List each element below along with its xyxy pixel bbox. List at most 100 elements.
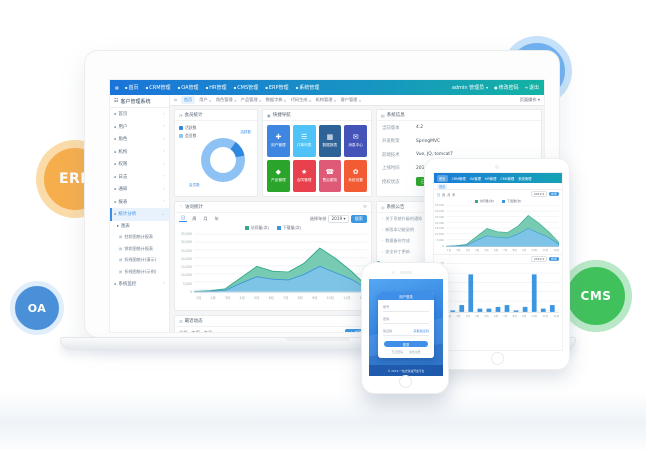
donut-legend: 活跃数 会员数: [179, 125, 196, 139]
sidebar-subitem[interactable]: ▤ 折线图统计(演示): [119, 257, 157, 263]
topnav-item[interactable]: ▪ HR管理: [205, 85, 227, 91]
topnav-item[interactable]: ▪ ERP管理: [265, 85, 289, 91]
close-icon[interactable]: ×: [208, 97, 212, 103]
captcha-field[interactable]: 验证码 获取验证码: [383, 328, 429, 336]
login-button[interactable]: 登录: [384, 341, 428, 347]
filter-week[interactable]: 本周: [191, 330, 200, 333]
tab[interactable]: 角色管理 ×: [215, 97, 237, 103]
topnav-item[interactable]: CRM管理: [451, 176, 466, 181]
topnav-item[interactable]: ▪ OA管理: [177, 85, 199, 91]
chevron-right-icon: ›: [163, 124, 165, 130]
refresh-icon[interactable]: ⟳: [363, 204, 367, 210]
login-link[interactable]: 忘记密码: [391, 350, 403, 354]
home-icon[interactable]: ⌂: [174, 97, 177, 103]
shortcut-tile[interactable]: ✚ 用户管理: [267, 125, 290, 157]
get-captcha-link[interactable]: 获取验证码: [413, 329, 429, 333]
user-menu[interactable]: admin 管理员 ▾: [451, 85, 489, 91]
page-actions-menu[interactable]: 页面操作 ▾: [519, 97, 540, 102]
range-tab-day[interactable]: 日: [179, 215, 188, 222]
tab[interactable]: 用户 ×: [199, 97, 212, 103]
close-icon[interactable]: ×: [258, 97, 262, 103]
x-tick: 10月: [326, 296, 334, 300]
shortcut-tile[interactable]: ✿ 系统设置: [344, 160, 367, 192]
bullet-icon: ·: [382, 249, 384, 254]
tab[interactable]: 机构管理 ×: [315, 97, 337, 103]
close-icon[interactable]: ×: [283, 97, 287, 103]
shortcut-tile[interactable]: ▦ 数据报表: [318, 125, 342, 157]
close-icon[interactable]: ×: [233, 97, 237, 103]
range-tab-week[interactable]: 周: [192, 215, 197, 221]
sidebar-item[interactable]: ▪ 日志 ›: [114, 174, 165, 180]
x-tick: 1月: [447, 315, 452, 318]
sidebar-subitem[interactable]: ▤ 柱状图统计报表: [119, 234, 153, 240]
notice-item[interactable]: · 数据备份完成: [382, 237, 410, 244]
sidebar-item-last[interactable]: ▪ 系统监控 ›: [114, 281, 165, 287]
close-icon[interactable]: ×: [358, 97, 362, 103]
topnav-item[interactable]: HR管理: [485, 176, 497, 181]
topnav-item[interactable]: CMS管理: [500, 176, 515, 181]
close-icon[interactable]: ×: [333, 97, 337, 103]
shortcut-tile[interactable]: ☰ 订单列表: [292, 125, 316, 157]
change-password-button[interactable]: ● 修改密码: [494, 85, 519, 91]
sidebar-subitem[interactable]: ▤ 饼状图统计报表: [119, 245, 153, 251]
tab[interactable]: 客户管理 ×: [340, 97, 362, 103]
topnav-item[interactable]: ▪ CRM管理: [145, 85, 171, 91]
range-tab-month[interactable]: 月: [203, 215, 208, 221]
topnav-item[interactable]: ▪ 系统管理: [295, 85, 320, 91]
range-tab-week[interactable]: 周: [442, 192, 446, 197]
range-tab-month[interactable]: 月: [447, 192, 451, 197]
sidebar-item[interactable]: ▪ 用户 ›: [114, 124, 165, 130]
sidebar-item[interactable]: ▪ 权限 ›: [114, 161, 165, 168]
logout-button[interactable]: ➜ 退出: [524, 85, 539, 91]
notice-item[interactable]: · 新版本功能说明: [382, 226, 414, 233]
search-button[interactable]: 搜索: [350, 214, 367, 223]
menu-item-icon: ▪: [114, 212, 117, 217]
tab[interactable]: 产品管理 ×: [240, 97, 262, 103]
year-select[interactable]: 2019 ▾: [530, 191, 547, 197]
search-button[interactable]: 搜索: [548, 192, 559, 196]
topnav-item[interactable]: 系统管理: [518, 176, 532, 181]
phone-home-button[interactable]: [398, 375, 412, 388]
close-icon[interactable]: ×: [308, 97, 312, 103]
login-links: 忘记密码 免费注册: [378, 350, 434, 354]
sidebar-item[interactable]: ▪ 通知 ›: [114, 186, 165, 193]
range-tab-year[interactable]: 年: [452, 192, 456, 197]
sidebar-item[interactable]: ▪ 机构 ›: [114, 149, 165, 155]
year-select[interactable]: 2019 ▾: [328, 214, 349, 223]
sidebar-subitem[interactable]: ▤ 折线图统计(示例): [119, 268, 157, 274]
shortcut-tiles: ✚ 用户管理 ☰ 订单列表 ▦ 数据报表 ✉ 消息中心 ◆ 产品管理 ★ 合同管理 ☎ 售后服务 ✿ 系统设置: [263, 121, 371, 196]
topnav-item[interactable]: ▪ 首页: [124, 85, 139, 91]
password-field[interactable]: 密码: [383, 316, 429, 324]
range-tab-day[interactable]: 日: [437, 192, 441, 197]
notice-item[interactable]: · 关于系统升级的通知: [382, 215, 423, 222]
account-field[interactable]: 账号: [383, 304, 429, 312]
shortcut-tile[interactable]: ★ 合同管理: [292, 160, 316, 192]
shortcut-tile[interactable]: ◆ 产品管理: [267, 160, 290, 192]
year-select[interactable]: 2019 ▾: [530, 255, 547, 262]
sidebar-item[interactable]: ▪ 角色 ›: [114, 136, 165, 143]
tab-active[interactable]: 首页: [437, 183, 448, 189]
shortcut-tile[interactable]: ✉ 消息中心: [344, 125, 367, 157]
sidebar-item-active[interactable]: ▪ 统计分析 ⌄: [110, 208, 169, 221]
topnav-item[interactable]: OA管理: [469, 176, 482, 181]
x-tick: 3月: [465, 315, 470, 318]
sidebar-group[interactable]: ▸ 图表: [117, 223, 130, 230]
tab[interactable]: 数据字典 ×: [265, 97, 287, 103]
tab-active[interactable]: 首页: [180, 96, 196, 104]
topnav-item[interactable]: ▪ CMS管理: [233, 85, 259, 91]
tab[interactable]: 代码生成 ×: [290, 97, 312, 103]
sidebar-item[interactable]: ▪ 报表 ›: [114, 199, 165, 205]
add-button[interactable]: ＋ 新增: [345, 329, 367, 332]
filter-month[interactable]: 本月: [203, 330, 213, 333]
x-tick: 11月: [343, 296, 351, 300]
topnav-item-active[interactable]: 首页: [437, 174, 448, 182]
range-tab-year[interactable]: 年: [214, 215, 219, 221]
sidebar-item[interactable]: ▪ 首页 ›: [114, 111, 165, 118]
x-tick: 2月: [456, 249, 461, 252]
filter-all[interactable]: 全部: [179, 330, 188, 333]
tablet-home-button[interactable]: [490, 352, 504, 365]
notice-item[interactable]: · 安全补丁更新: [382, 248, 410, 255]
search-button[interactable]: 搜索: [548, 256, 559, 261]
shortcut-tile[interactable]: ☎ 售后服务: [318, 160, 342, 192]
login-link[interactable]: 免费注册: [409, 350, 421, 354]
